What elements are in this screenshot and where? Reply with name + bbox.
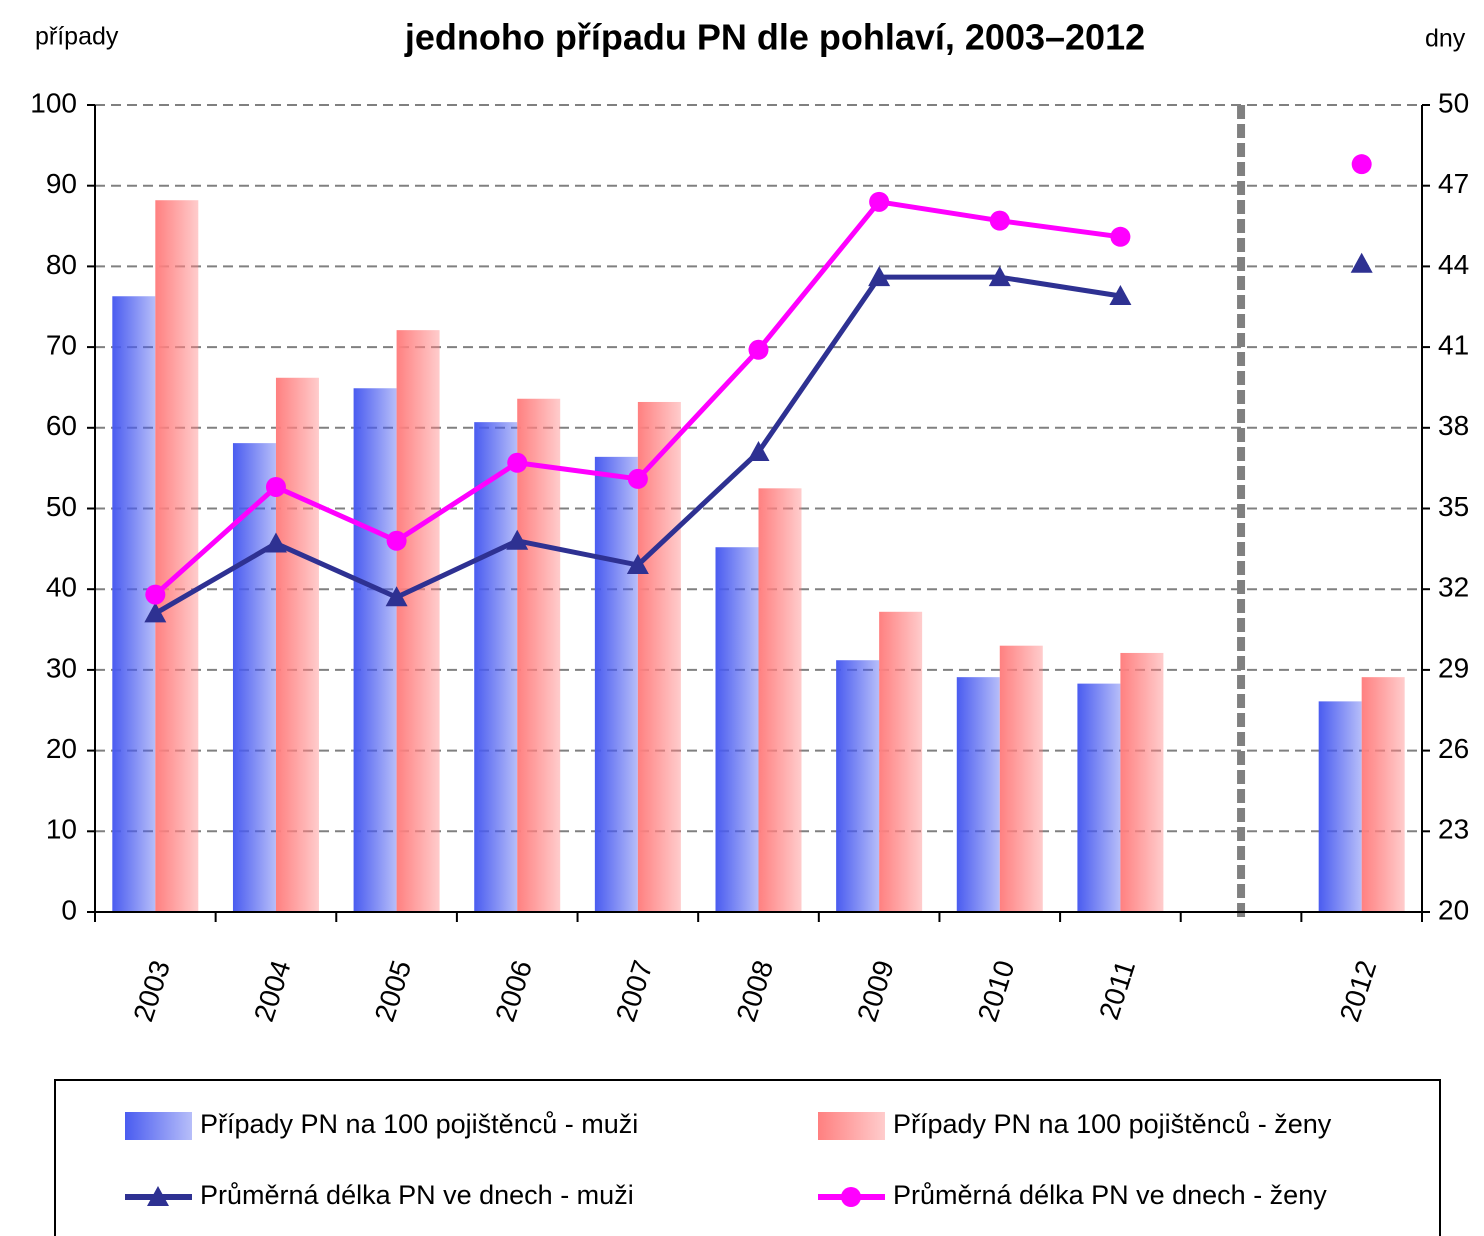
x-tick-label: 2010 bbox=[972, 957, 1021, 1026]
bar bbox=[517, 398, 561, 912]
y2-tick-label: 50 bbox=[1438, 87, 1469, 118]
y2-tick-label: 47 bbox=[1438, 168, 1469, 199]
bar bbox=[474, 422, 518, 912]
bar bbox=[956, 677, 1000, 912]
legend-swatch bbox=[818, 1112, 885, 1140]
legend-swatch bbox=[125, 1112, 192, 1140]
point bbox=[265, 476, 286, 497]
y2-tick-label: 32 bbox=[1438, 572, 1469, 603]
point bbox=[988, 266, 1011, 287]
bar bbox=[353, 388, 397, 913]
y-tick-label: 20 bbox=[46, 733, 77, 764]
y-tick-label: 0 bbox=[61, 894, 77, 925]
bar bbox=[1361, 677, 1405, 912]
point bbox=[626, 553, 649, 574]
y-tick-label: 80 bbox=[46, 249, 77, 280]
y2-tick-label: 20 bbox=[1438, 894, 1469, 925]
y2-tick-label: 38 bbox=[1438, 410, 1469, 441]
point bbox=[1351, 154, 1372, 175]
y-tick-label: 30 bbox=[46, 652, 77, 683]
point bbox=[869, 191, 890, 212]
y-tick-label: 70 bbox=[46, 329, 77, 360]
x-tick-label: 2004 bbox=[248, 957, 297, 1026]
legend-label: Případy PN na 100 pojištěnců - muži bbox=[200, 1109, 638, 1139]
bar bbox=[758, 488, 802, 912]
y-tick-label: 10 bbox=[46, 814, 77, 845]
y-tick-label: 50 bbox=[46, 491, 77, 522]
point bbox=[264, 532, 287, 553]
legend-label: Průměrná délka PN ve dnech - muži bbox=[200, 1180, 634, 1210]
x-tick-label: 2012 bbox=[1334, 957, 1383, 1026]
point bbox=[627, 468, 648, 489]
legend-frame bbox=[54, 1079, 1441, 1236]
legend-label: Případy PN na 100 pojištěnců - ženy bbox=[893, 1109, 1332, 1139]
y-tick-label: 40 bbox=[46, 572, 77, 603]
y2-tick-label: 29 bbox=[1438, 652, 1469, 683]
bar bbox=[1077, 683, 1121, 912]
point bbox=[868, 266, 891, 287]
point bbox=[747, 441, 770, 462]
y-tick-label: 100 bbox=[30, 87, 77, 118]
bar bbox=[715, 547, 759, 912]
y2-tick-label: 23 bbox=[1438, 814, 1469, 845]
point bbox=[386, 530, 407, 551]
bar bbox=[396, 330, 440, 912]
point bbox=[144, 602, 167, 623]
bar bbox=[1318, 701, 1362, 912]
point bbox=[145, 584, 166, 605]
point bbox=[748, 339, 769, 360]
legend-label: Průměrná délka PN ve dnech - ženy bbox=[893, 1180, 1327, 1210]
point bbox=[507, 452, 528, 473]
legend-marker bbox=[841, 1187, 861, 1207]
bar bbox=[879, 611, 923, 912]
point bbox=[989, 210, 1010, 231]
bar bbox=[637, 401, 681, 912]
point bbox=[1110, 226, 1131, 247]
bar bbox=[155, 200, 199, 912]
point bbox=[1350, 252, 1373, 273]
bar bbox=[232, 443, 276, 912]
point bbox=[506, 529, 529, 550]
y2-tick-label: 41 bbox=[1438, 329, 1469, 360]
x-tick-label: 2011 bbox=[1093, 957, 1141, 1024]
y2-tick-label: 35 bbox=[1438, 491, 1469, 522]
bar bbox=[999, 645, 1043, 912]
y-tick-label: 60 bbox=[46, 410, 77, 441]
x-tick-label: 2008 bbox=[731, 957, 780, 1026]
bar bbox=[594, 456, 638, 912]
bar bbox=[112, 296, 156, 912]
point bbox=[385, 586, 408, 607]
legend-marker bbox=[147, 1186, 169, 1206]
point bbox=[1109, 284, 1132, 305]
y2-axis-label: dny bbox=[1425, 25, 1466, 53]
y-axis-label: případy bbox=[35, 23, 119, 51]
x-tick-label: 2003 bbox=[127, 957, 176, 1026]
y2-tick-label: 26 bbox=[1438, 733, 1469, 764]
bar bbox=[836, 660, 880, 912]
x-tick-label: 2007 bbox=[610, 957, 659, 1026]
x-tick-label: 2006 bbox=[489, 957, 538, 1026]
bar bbox=[1120, 652, 1164, 912]
y2-tick-label: 44 bbox=[1438, 249, 1469, 280]
y-tick-label: 90 bbox=[46, 168, 77, 199]
x-tick-label: 2009 bbox=[851, 957, 900, 1026]
chart-title: jednoho případu PN dle pohlaví, 2003–201… bbox=[404, 17, 1145, 58]
x-tick-label: 2005 bbox=[369, 957, 418, 1026]
bar bbox=[275, 377, 319, 912]
